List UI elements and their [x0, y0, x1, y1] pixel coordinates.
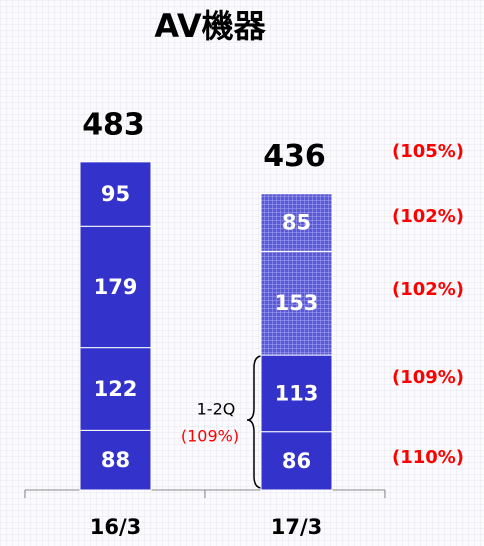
bracket-label: 1-2Q: [197, 400, 236, 419]
segment-label: 179: [94, 275, 138, 299]
segment-label: 85: [282, 211, 311, 235]
segment-label: 122: [94, 377, 138, 401]
x-tick-label: 17/3: [271, 515, 323, 539]
bracket: [246, 355, 263, 489]
segment-label: 113: [275, 381, 319, 405]
total-growth-label: (105%): [392, 141, 464, 162]
bar-segment: [79, 161, 152, 227]
segment-label: 86: [282, 449, 311, 473]
bar-segment: [260, 431, 333, 491]
x-tick-label: 16/3: [90, 515, 142, 539]
bar-segment: [260, 193, 333, 252]
bar-segment: [79, 225, 152, 349]
growth-label: (110%): [392, 447, 464, 468]
chart-title: AV機器: [154, 7, 266, 45]
bracket-growth-label: (109%): [181, 427, 239, 446]
bar-segment: [79, 347, 152, 431]
total-label: 436: [263, 139, 326, 174]
growth-label: (102%): [392, 206, 464, 227]
total-label: 483: [82, 107, 145, 142]
segment-label: 95: [101, 182, 130, 206]
growth-label: (109%): [392, 367, 464, 388]
segment-label: 88: [101, 448, 130, 472]
segment-label: 153: [275, 291, 319, 315]
growth-label: (102%): [392, 279, 464, 300]
bar-segment: [79, 429, 152, 491]
